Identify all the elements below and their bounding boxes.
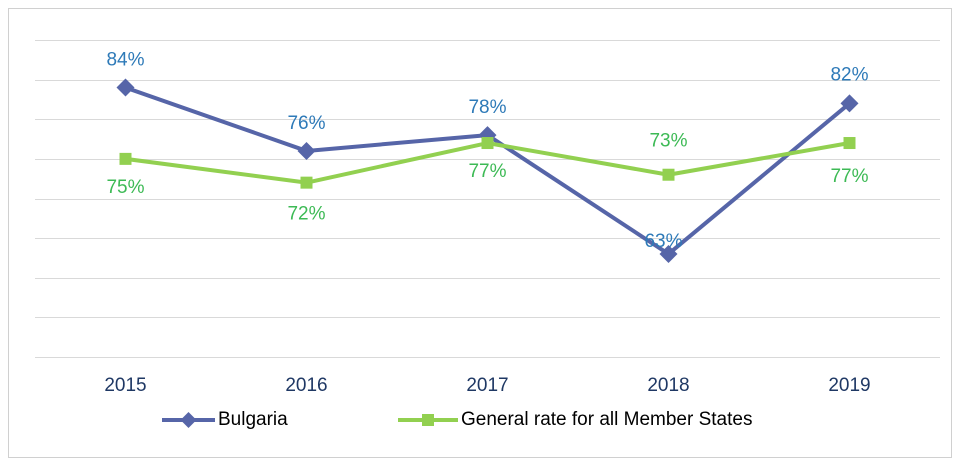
marker [840,94,859,113]
marker [119,152,132,165]
data-label: 84% [106,50,144,71]
data-label: 77% [468,161,506,182]
marker [297,141,316,160]
marker [659,244,678,263]
marker [481,137,494,150]
x-tick-label: 2016 [285,375,327,396]
chart-frame [8,8,952,458]
x-tick-label: 2017 [466,375,508,396]
data-label: 72% [287,204,325,225]
data-label: 76% [287,113,325,134]
marker [116,78,135,97]
legend-marker [180,412,197,428]
legend-label: General rate for all Member States [461,409,752,430]
x-tick-label: 2018 [647,375,689,396]
legend-label: Bulgaria [218,409,288,430]
data-label: 77% [830,166,868,187]
x-tick-label: 2015 [104,375,146,396]
x-tick-label: 2019 [828,375,870,396]
data-label: 63% [644,231,682,252]
data-label: 78% [468,97,506,118]
marker [300,176,313,189]
legend-marker [422,414,434,426]
data-label: 75% [106,177,144,198]
data-label: 82% [830,64,868,85]
marker [843,137,856,150]
marker [662,168,675,181]
data-label: 73% [649,131,687,152]
